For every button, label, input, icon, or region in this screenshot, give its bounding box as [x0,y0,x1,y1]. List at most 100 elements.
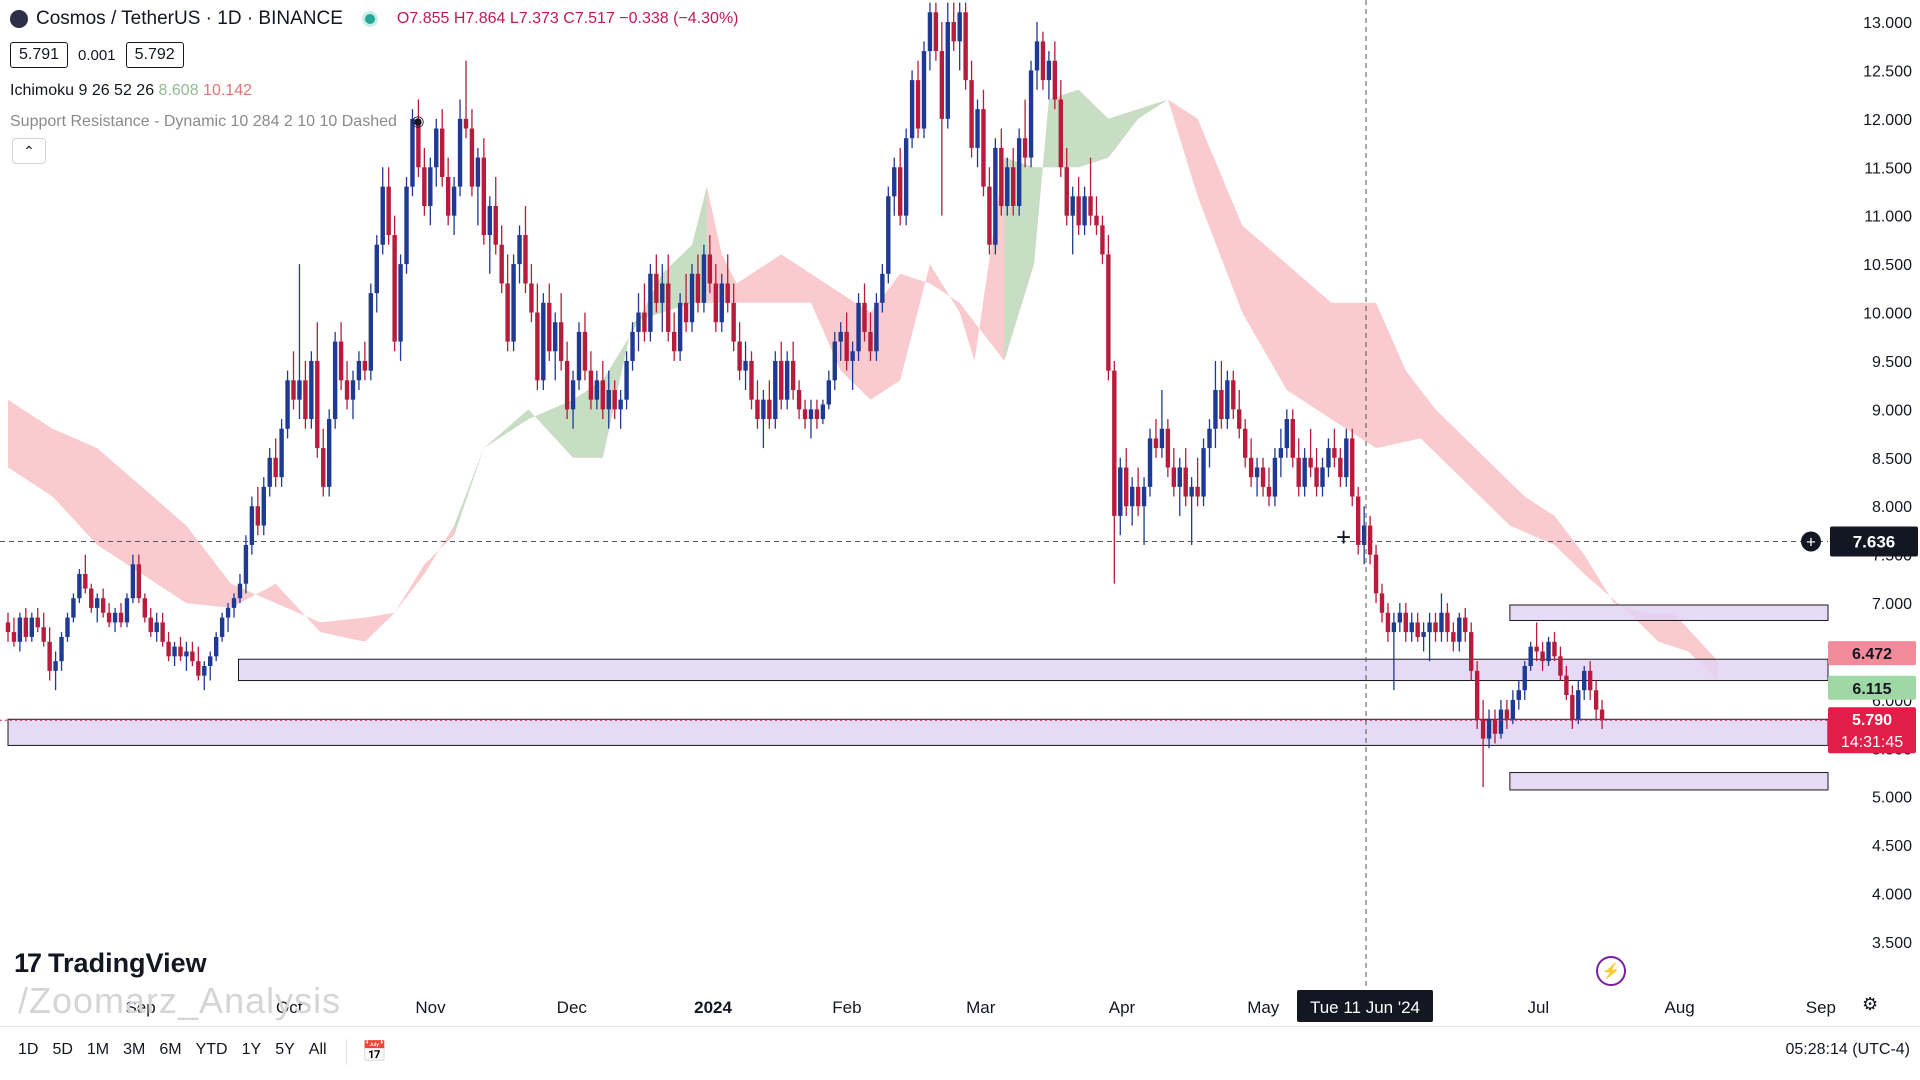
candle-body-2 [17,617,23,642]
range-1d[interactable]: 1D [18,1041,39,1058]
candle-body-50 [303,380,308,420]
candle-body-117 [701,254,707,303]
candle-body-128 [767,399,772,420]
candle-body-55 [332,341,338,420]
price-label-bg-0 [1828,641,1916,666]
candle-body-51 [309,360,314,420]
range-all[interactable]: All [308,1041,327,1058]
price-tick-0: 3.500 [1872,935,1912,952]
candle-body-4 [29,617,34,637]
range-3m[interactable]: 3M [123,1041,146,1058]
candle-body-7 [47,641,52,671]
range-5d[interactable]: 5D [52,1041,73,1058]
candle-body-198 [1183,467,1188,497]
candle-body-165 [987,186,992,245]
chart-header: Cosmos / TetherUS · 1D · BINANCE O7.855 … [10,8,739,30]
candle-body-162 [969,80,974,148]
tradingview-wordmark: TradingView [48,948,207,978]
candle-body-90 [541,302,546,381]
gear-icon[interactable]: ⚙ [1862,994,1879,1014]
candle-body-213 [1272,457,1278,497]
ichimoku-legend[interactable]: Ichimoku 9 26 52 26 8.608 10.142 [10,82,252,100]
candle-body-115 [689,273,695,323]
lightning-icon[interactable]: ⚡ [1596,956,1626,986]
candle-body-96 [576,331,582,381]
candle-body-236 [1409,622,1414,633]
candle-body-157 [939,51,945,119]
candle-body-41 [249,506,255,545]
symbol-title[interactable]: Cosmos / TetherUS · 1D · BINANCE [36,8,343,29]
candle-body-124 [743,360,748,371]
candle-body-250 [1492,719,1498,734]
candle-body-40 [243,544,249,584]
candle-body-54 [326,419,332,487]
candle-body-100 [600,380,605,410]
candle-body-267 [1593,690,1599,710]
candle-body-161 [963,12,968,81]
range-6m[interactable]: 6M [159,1041,182,1058]
candle-body-83 [499,244,504,284]
price-tick-2: 4.500 [1872,838,1912,855]
candle-body-138 [826,380,832,405]
candle-body-59 [356,360,362,381]
ask-price[interactable]: 5.792 [125,42,184,68]
candle-body-48 [291,380,296,400]
candle-body-104 [624,360,629,400]
candle-body-58 [350,380,356,400]
price-tick-16: 11.500 [1864,160,1912,177]
candle-body-89 [535,312,540,381]
range-1m[interactable]: 1M [86,1041,110,1058]
candle-body-5 [35,617,40,628]
candle-body-159 [951,22,956,42]
price-tick-17: 12.000 [1863,112,1912,129]
price-label-1: 6.115 [1852,681,1891,698]
candle-body-65 [392,235,397,342]
calendar-icon[interactable]: 📅 [362,1041,387,1063]
candle-body-6 [41,627,46,642]
candle-body-202 [1207,428,1212,449]
candle-body-166 [993,147,998,245]
crosshair-price-bg [1830,526,1918,557]
time-label-8: May [1247,998,1280,1017]
range-1y[interactable]: 1Y [241,1041,262,1058]
candle-body-199 [1189,486,1194,497]
candle-body-110 [660,283,665,303]
candle-body-3 [23,617,29,637]
crosshair-price-label: 7.636 [1853,532,1896,551]
candle-body-126 [755,399,760,420]
candle-body-170 [1016,138,1022,206]
candle-body-204 [1219,390,1224,420]
collapse-legend-button[interactable]: ⌃ [12,138,46,164]
candle-body-35 [213,636,219,657]
clock-readout[interactable]: 05:28:14 (UTC-4) [1785,1041,1911,1058]
candle-body-109 [654,273,659,303]
candle-body-76 [457,118,463,187]
candle-body-105 [630,331,635,361]
support-resistance-legend[interactable]: Support Resistance - Dynamic 10 284 2 10… [10,112,424,131]
market-open-indicator [364,14,375,24]
bid-price[interactable]: 5.791 [10,42,69,68]
candle-body-120 [719,283,724,323]
price-label-bg-1 [1828,675,1916,700]
candle-body-10 [65,617,70,637]
candle-body-74 [445,176,451,216]
price-label-bg-2 [1828,707,1916,754]
candle-body-21 [130,564,136,599]
eye-hidden-icon[interactable]: ◉ [411,113,425,130]
candle-body-18 [112,612,118,623]
candle-body-79 [475,157,481,187]
candle-body-144 [862,302,867,332]
candle-body-207 [1237,409,1242,429]
candle-body-26 [160,622,165,642]
candle-body-123 [737,341,742,371]
candle-body-140 [838,331,843,342]
range-ytd[interactable]: YTD [195,1041,228,1058]
candle-body-216 [1290,419,1295,458]
candle-body-257 [1534,646,1539,652]
candle-body-46 [279,428,284,478]
price-tick-18: 12.500 [1863,63,1912,80]
range-5y[interactable]: 5Y [275,1041,295,1058]
time-label-12: Sep [1806,998,1836,1017]
candle-body-106 [636,312,641,332]
